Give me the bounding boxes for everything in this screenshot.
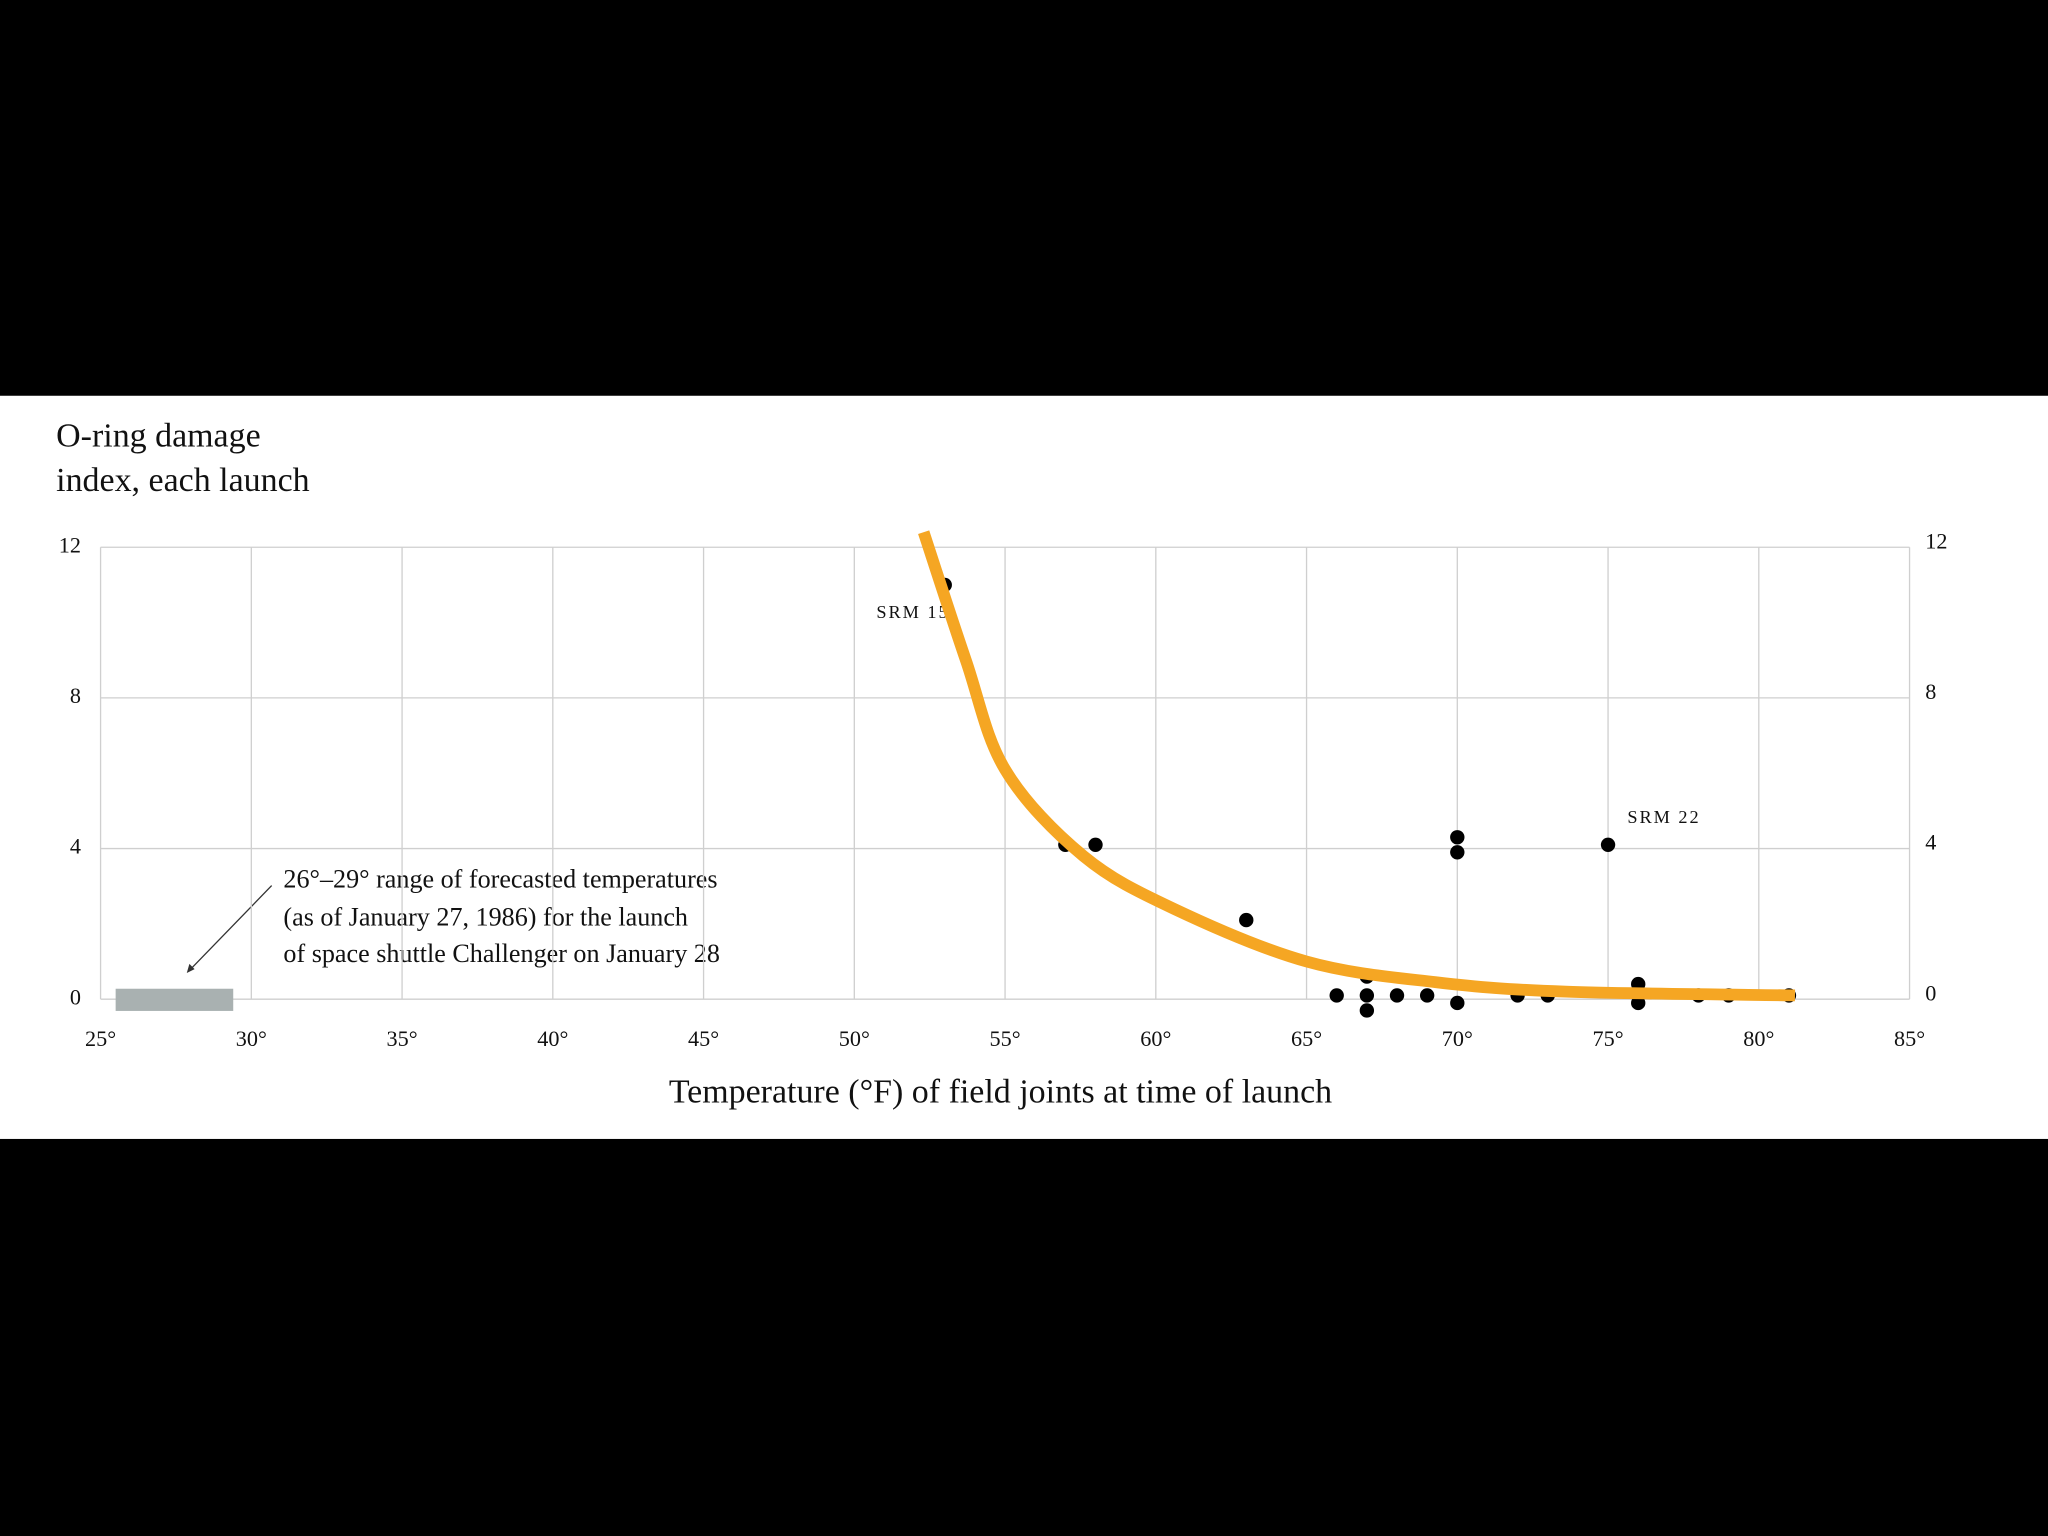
x-tick-label: 30° — [236, 1026, 267, 1051]
y2-tick-label: 12 — [1925, 528, 1947, 553]
data-point — [1088, 837, 1103, 852]
annotation: 26°–29° range of forecasted temperatures — [283, 865, 717, 894]
data-point — [1359, 988, 1375, 1003]
data-point — [1450, 995, 1465, 1011]
x-tick-label: 60° — [1140, 1026, 1171, 1051]
x-tick-label: 55° — [990, 1026, 1021, 1051]
x-tick-label: 85° — [1894, 1026, 1925, 1051]
x-tick-label: 40° — [537, 1026, 568, 1051]
data-point — [1450, 845, 1465, 860]
annotation-arrow — [188, 885, 273, 971]
data-point — [1419, 988, 1435, 1003]
data-point — [1329, 988, 1344, 1003]
forecast-range — [115, 988, 234, 1011]
y-tick-label: 12 — [59, 532, 81, 557]
x-tick-label: 35° — [387, 1026, 418, 1051]
point-label: SRM 22 — [1627, 807, 1700, 827]
x-tick-label: 45° — [688, 1026, 719, 1051]
y-tick-label: 4 — [70, 834, 81, 859]
x-axis-title: Temperature (°F) of field joints at time… — [669, 1073, 1332, 1110]
x-tick-label: 80° — [1743, 1026, 1774, 1051]
data-point — [1631, 995, 1646, 1011]
point-label: SRM 15 — [876, 602, 949, 622]
y-tick-label: 0 — [70, 984, 81, 1009]
trend-curve — [918, 530, 1796, 1002]
y2-tick-label: 4 — [1925, 830, 1936, 855]
y-axis-title: index, each launch — [56, 462, 310, 499]
data-point — [1359, 1003, 1375, 1018]
arrow-head — [186, 963, 195, 974]
data-point — [1450, 830, 1465, 845]
y-axis-title: O-ring damage — [56, 418, 261, 455]
x-tick-label: 50° — [839, 1026, 870, 1051]
y-tick-label: 8 — [70, 683, 81, 708]
x-tick-label: 70° — [1442, 1026, 1473, 1051]
annotation: of space shuttle Challenger on January 2… — [283, 939, 719, 968]
data-point — [1600, 837, 1616, 852]
annotation: (as of January 27, 1986) for the launch — [283, 903, 688, 932]
data-point — [1389, 988, 1405, 1003]
x-tick-label: 65° — [1291, 1026, 1322, 1051]
y2-tick-label: 8 — [1925, 679, 1936, 704]
x-tick-label: 75° — [1593, 1026, 1624, 1051]
x-tick-label: 25° — [85, 1026, 116, 1051]
data-point — [1239, 912, 1254, 928]
y2-tick-label: 0 — [1925, 980, 1936, 1005]
chart-panel — [0, 395, 2048, 1139]
